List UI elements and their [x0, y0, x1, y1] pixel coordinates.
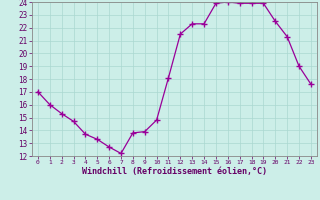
- X-axis label: Windchill (Refroidissement éolien,°C): Windchill (Refroidissement éolien,°C): [82, 167, 267, 176]
